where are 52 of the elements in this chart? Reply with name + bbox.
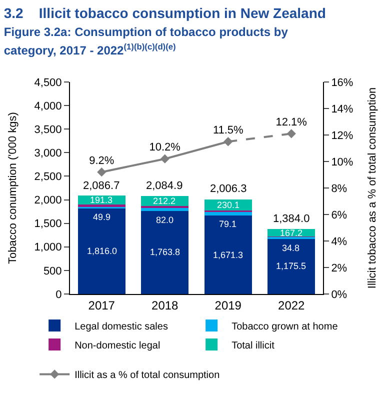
chart-subtitle: Figure 3.2a: Consumption of tobacco products by category, 2017 - 2022$^{(1)(b)(c)(d)(e)}$ bbox=[4, 25, 288, 58]
legend-label: Legal domestic sales bbox=[74, 321, 168, 332]
y-tick-label: 4,500 bbox=[34, 76, 62, 89]
y-tick-label: 3,500 bbox=[34, 124, 62, 136]
total-label: 2,084.9 bbox=[146, 180, 183, 192]
y2-tick-label: 2% bbox=[331, 262, 348, 274]
x-tick-label: 2018 bbox=[152, 298, 179, 312]
y-tick-label: 0 bbox=[56, 288, 62, 301]
x-tick-label: 2017 bbox=[88, 298, 116, 312]
y-tick-label: 500 bbox=[43, 265, 62, 278]
data-label: 1,175.5 bbox=[276, 261, 306, 271]
data-label: 1,816.0 bbox=[87, 246, 118, 256]
y2-tick-label: 0% bbox=[331, 288, 348, 301]
data-label: 230.1 bbox=[217, 200, 240, 210]
y-tick-label: 2,500 bbox=[34, 171, 62, 184]
legend-label: Tobacco grown at home bbox=[232, 321, 338, 332]
data-label: 12.1% bbox=[276, 116, 308, 129]
y-tick-label: 4,000 bbox=[34, 100, 62, 112]
y2-tick-label: 4% bbox=[331, 236, 348, 248]
chart-title: 3.2 Illicit tobacco consumption in New Zealand bbox=[4, 5, 326, 22]
x-tick-label: 2019 bbox=[214, 298, 242, 312]
y-tick-label: 1,000 bbox=[34, 242, 62, 254]
data-label: 10.2% bbox=[149, 142, 181, 154]
y2-tick-label: 16% bbox=[331, 76, 354, 89]
y2-tick-label: 12% bbox=[331, 130, 354, 142]
y-tick-label: 2,000 bbox=[34, 194, 62, 207]
y-tick-label: 1,500 bbox=[34, 218, 62, 230]
data-label: 49.9 bbox=[93, 212, 111, 222]
y-axis-title: Tobacco conumption ('000 kgs) bbox=[6, 112, 19, 264]
y2-tick-label: 6% bbox=[331, 209, 348, 222]
y2-tick-label: 10% bbox=[331, 156, 354, 168]
legend-label: Total illicit bbox=[232, 340, 275, 352]
data-label: 34.8 bbox=[282, 243, 300, 253]
total-label: 1,384.0 bbox=[273, 213, 310, 225]
data-label: 212.2 bbox=[153, 196, 176, 206]
data-label: 9.2% bbox=[89, 154, 114, 167]
data-label: 191.3 bbox=[90, 195, 113, 205]
data-label: 1,763.8 bbox=[150, 247, 180, 257]
y2-tick-label: 14% bbox=[331, 103, 354, 116]
y-tick-label: 3,000 bbox=[34, 148, 62, 160]
y2-tick-label: 8% bbox=[331, 182, 348, 195]
data-label: 79.1 bbox=[219, 219, 237, 229]
data-label: 11.5% bbox=[212, 124, 244, 137]
y2-axis-title: Illicit tobacco as a % of total consumption bbox=[366, 87, 379, 289]
total-label: 2,086.7 bbox=[83, 180, 120, 192]
x-tick-label: 2022 bbox=[278, 298, 306, 312]
data-label: 167.2 bbox=[280, 228, 303, 238]
data-label: 82.0 bbox=[156, 215, 174, 225]
legend-label: Non-domestic legal bbox=[74, 340, 160, 352]
legend-label: Illicit as a % of total consumption bbox=[74, 370, 220, 382]
data-label: 1,671.3 bbox=[213, 250, 244, 260]
total-label: 2,006.3 bbox=[210, 183, 247, 195]
